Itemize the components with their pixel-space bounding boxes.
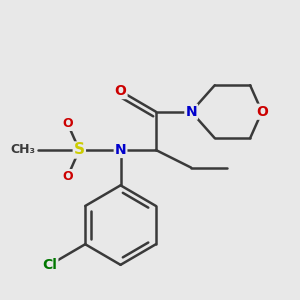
Text: O: O — [62, 117, 73, 130]
Text: O: O — [256, 105, 268, 119]
Text: CH₃: CH₃ — [10, 143, 35, 157]
Text: Cl: Cl — [43, 258, 57, 272]
Text: N: N — [185, 105, 197, 119]
Text: O: O — [62, 170, 73, 183]
Text: N: N — [115, 143, 126, 157]
Text: O: O — [115, 84, 127, 98]
Text: S: S — [74, 142, 85, 158]
